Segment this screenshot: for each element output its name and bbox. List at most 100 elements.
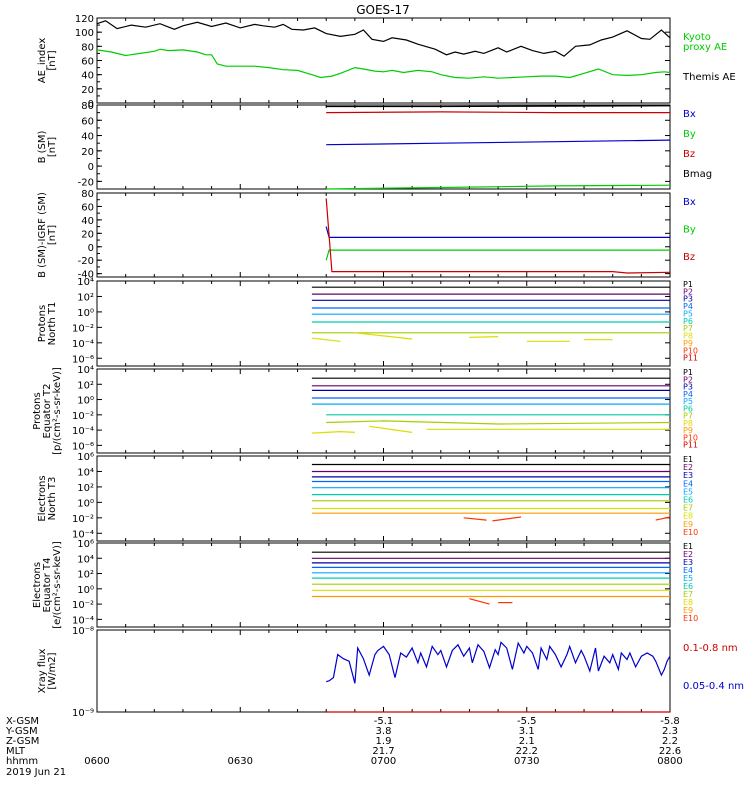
series-line-by	[325, 249, 670, 261]
y-axis-label: Electrons	[32, 562, 43, 608]
panel-frame	[96, 368, 671, 454]
series-line-0-05-0-4-nm	[326, 641, 671, 684]
panel-8: 10⁻⁹ 10⁻⁸ Xray flux [W/m2] 0.1-0.8 nm 0.05-0.…	[37, 626, 744, 719]
series-line-bz	[325, 198, 671, 274]
legend-label: P10	[683, 346, 698, 355]
series-line-kyoto-proxy-ae	[96, 48, 671, 79]
y-tick-label: 10²	[77, 570, 94, 581]
series-line-e10	[463, 517, 487, 521]
legend-label: Bx	[683, 109, 696, 120]
legend-label: E5	[683, 487, 693, 496]
series-line-bx	[325, 226, 670, 238]
panel-2: -20 0 20 40 60 80 B (SM) [nT] Bx By Bz Bmag	[37, 101, 712, 190]
y-tick-label: 10⁻⁶	[72, 354, 94, 365]
ephemeris-row-label: MLT	[6, 746, 26, 757]
y-tick-label: 10⁰	[77, 498, 94, 509]
y-tick-label: 10⁰	[77, 308, 94, 319]
ephemeris-value: 1.9	[376, 736, 392, 747]
y-tick-label: 10⁻²	[72, 323, 94, 334]
legend-label: Bx	[683, 197, 696, 208]
ephemeris-value: 0730	[514, 756, 539, 767]
panel-3: -40 -20 0 20 40 60 80 B (SM)-IGRF (SM) [nT] Bx By B…	[37, 189, 696, 281]
y-tick-label: -40	[78, 270, 94, 281]
y-tick-label: -20	[78, 256, 94, 267]
legend-label: E1	[683, 542, 693, 551]
y-axis-label: B (SM)	[37, 130, 48, 163]
series-line-by	[326, 184, 671, 190]
ephemeris-value: 0700	[371, 756, 396, 767]
y-tick-label: 10⁻²	[72, 514, 94, 525]
y-tick-label: 0	[88, 243, 94, 254]
series-line-bz	[326, 111, 670, 114]
ephemeris-value: -5.1	[374, 716, 394, 727]
legend-label: Bz	[683, 149, 695, 160]
y-tick-label: 60	[81, 116, 94, 127]
y-tick-label: 10⁰	[77, 585, 94, 596]
legend-label: P10	[683, 433, 698, 442]
legend-label: P8	[683, 332, 693, 341]
y-axis-label: B (SM)-IGRF (SM)	[37, 192, 48, 278]
y-tick-label: 10²	[77, 380, 94, 391]
y-tick-label: 40	[81, 132, 94, 143]
y-tick-label: 0	[88, 162, 94, 173]
series-line-p8	[369, 425, 413, 433]
y-tick-label: 10⁰	[77, 396, 94, 407]
legend-label: P11	[683, 354, 698, 363]
ephemeris-value: -5.5	[517, 716, 537, 727]
legend-label: P5	[683, 397, 693, 406]
legend-label: P7	[683, 412, 693, 421]
y-tick-label: 10²	[77, 483, 94, 494]
ephemeris-value: 3.1	[519, 726, 535, 737]
legend-label: P2	[683, 375, 693, 384]
legend-label: E4	[683, 479, 693, 488]
legend-label: 0.1-0.8 nm	[683, 643, 738, 654]
legend-label: Bz	[683, 252, 695, 263]
series-line-themis-ae	[96, 20, 671, 57]
series-line-p7	[326, 420, 671, 425]
y-axis-label: [nT]	[47, 225, 58, 245]
y-tick-label: -20	[78, 177, 94, 188]
legend-label: Kyoto	[683, 32, 711, 43]
panel-frame	[96, 192, 671, 278]
y-tick-label: 10⁴	[77, 365, 94, 376]
ephemeris-value: 22.6	[659, 746, 681, 757]
legend-label: E3	[683, 471, 693, 480]
series-line-p8	[354, 332, 413, 340]
ephemeris-value: 2.1	[519, 736, 535, 747]
panel-frame	[96, 629, 671, 713]
legend-label: P8	[683, 419, 693, 428]
y-tick-label: 80	[81, 101, 94, 112]
legend-label: 0.05-0.4 nm	[683, 681, 744, 692]
y-tick-label: 20	[81, 229, 94, 240]
y-tick-label: 0	[88, 99, 94, 110]
legend-label: E2	[683, 550, 693, 559]
panel-frame	[96, 455, 671, 542]
y-tick-label: 20	[81, 147, 94, 158]
legend-label: E9	[683, 606, 693, 615]
y-tick-label: 40	[81, 216, 94, 227]
ephemeris-value: -5.8	[660, 716, 680, 727]
legend-label: E4	[683, 566, 693, 575]
y-axis-label: [p/(cm²-s-sr-keV)]	[52, 367, 63, 455]
panel-frame	[96, 104, 671, 190]
legend-label: P3	[683, 295, 693, 304]
series-line-e10	[492, 516, 522, 522]
y-tick-label: 10⁻⁴	[72, 615, 94, 626]
y-tick-label: 10²	[77, 292, 94, 303]
y-tick-label: 10⁴	[77, 467, 94, 478]
y-tick-label: 10⁴	[77, 554, 94, 565]
y-tick-label: 10⁻⁴	[72, 426, 94, 437]
y-tick-label: 10⁻²	[72, 411, 94, 422]
panel-5: 10⁻⁶ 10⁻⁴ 10⁻² 10⁰ 10² 10⁴ Protons Equator T2 [p…	[32, 365, 698, 455]
ephemeris-row-label: X-GSM	[6, 716, 39, 727]
y-tick-label: 60	[81, 202, 94, 213]
y-tick-label: 40	[81, 71, 94, 82]
legend-label: proxy AE	[683, 42, 727, 53]
y-axis-label: Equator T4	[42, 558, 53, 613]
y-tick-label: 80	[81, 189, 94, 200]
y-axis-label: North T3	[47, 477, 58, 521]
panel-frame	[96, 542, 671, 628]
